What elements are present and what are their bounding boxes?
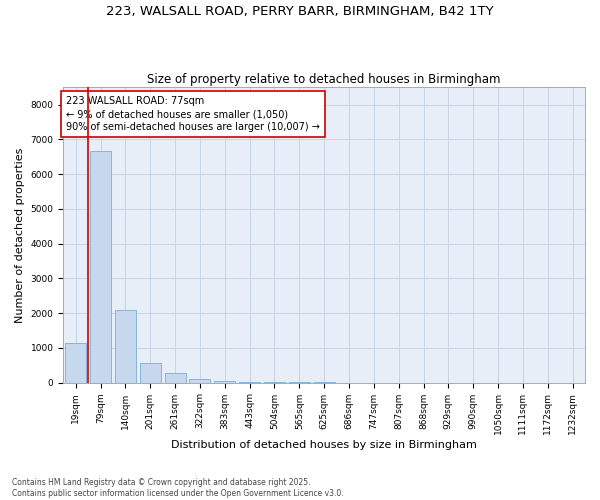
- Title: Size of property relative to detached houses in Birmingham: Size of property relative to detached ho…: [148, 73, 501, 86]
- X-axis label: Distribution of detached houses by size in Birmingham: Distribution of detached houses by size …: [171, 440, 477, 450]
- Y-axis label: Number of detached properties: Number of detached properties: [15, 147, 25, 322]
- Bar: [115, 310, 136, 382]
- Bar: [140, 364, 161, 382]
- Bar: [190, 378, 211, 382]
- Bar: [214, 381, 235, 382]
- Bar: [90, 152, 111, 382]
- Bar: [164, 373, 185, 382]
- Text: Contains HM Land Registry data © Crown copyright and database right 2025.
Contai: Contains HM Land Registry data © Crown c…: [12, 478, 344, 498]
- Text: 223 WALSALL ROAD: 77sqm
← 9% of detached houses are smaller (1,050)
90% of semi-: 223 WALSALL ROAD: 77sqm ← 9% of detached…: [66, 96, 320, 132]
- Bar: [65, 342, 86, 382]
- Text: 223, WALSALL ROAD, PERRY BARR, BIRMINGHAM, B42 1TY: 223, WALSALL ROAD, PERRY BARR, BIRMINGHA…: [106, 5, 494, 18]
